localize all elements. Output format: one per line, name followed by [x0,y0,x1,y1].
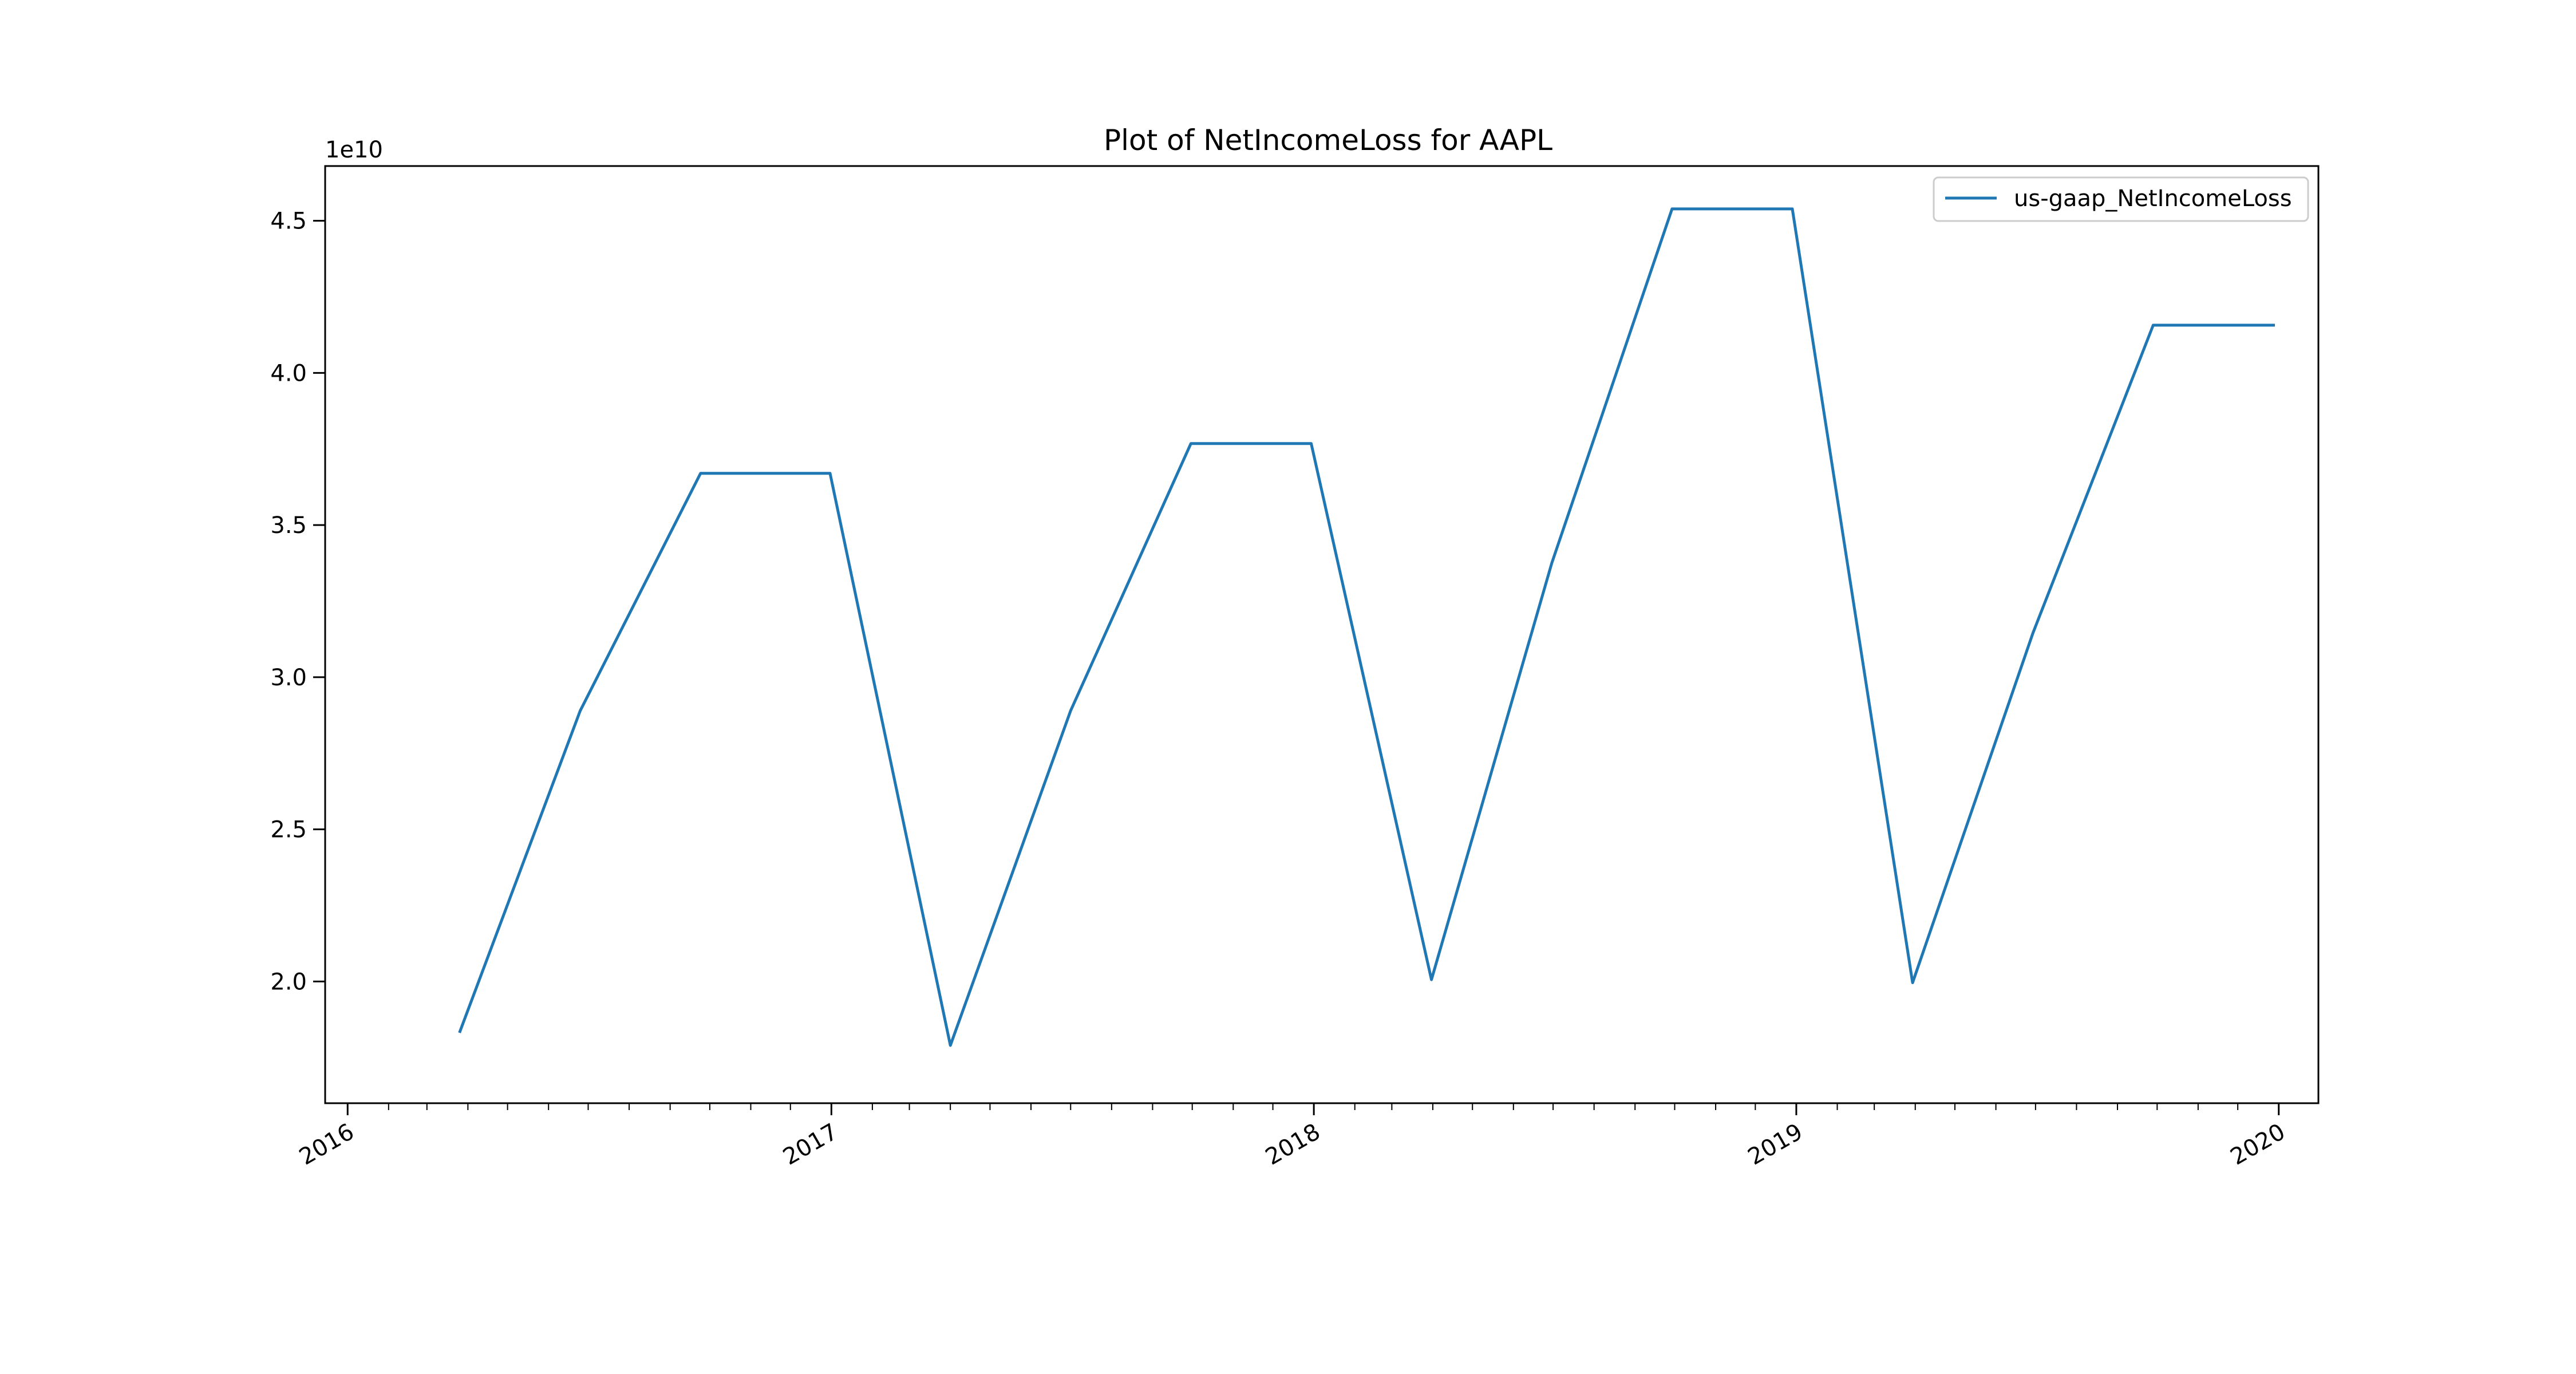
y-offset-label: 1e10 [325,137,383,163]
x-tick-label: 2019 [1744,1119,1807,1171]
plot-area-frame [324,165,2320,1104]
x-tick-label: 2018 [1261,1119,1325,1171]
x-tick-label: 2020 [2226,1119,2290,1171]
legend-entry-label: us-gaap_NetIncomeLoss [2014,185,2292,212]
chart-title: Plot of NetIncomeLoss for AAPL [1104,124,1552,157]
y-tick-label: 2.0 [270,969,307,995]
legend: us-gaap_NetIncomeLoss [1933,176,2309,222]
y-tick-label: 3.0 [270,665,307,691]
series-line-0 [458,207,2275,1047]
x-tick-label: 2016 [295,1119,358,1171]
y-tick-label: 3.5 [270,512,307,539]
axis-ticks: 2016 2017 2018 2019 2020 2.0 2.5 3.0 3.5 4.0 4.5 [270,208,2289,1171]
y-tick-label: 2.5 [270,817,307,843]
y-tick-label: 4.0 [270,360,307,386]
y-tick-label: 4.5 [270,208,307,235]
x-tick-label: 2017 [779,1119,842,1171]
series-lines [458,207,2275,1047]
legend-box [1933,176,2309,222]
